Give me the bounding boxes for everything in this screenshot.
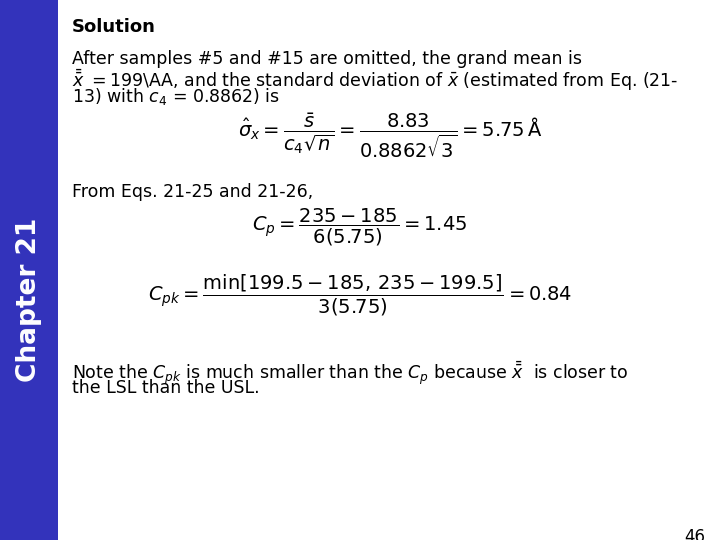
Text: Note the $C_{pk}$ is much smaller than the $C_{p}$ because $\bar{\bar{x}}$  is c: Note the $C_{pk}$ is much smaller than t… — [72, 360, 629, 387]
Text: $C_{p} = \dfrac{235-185}{6(5.75)} = 1.45$: $C_{p} = \dfrac{235-185}{6(5.75)} = 1.45… — [253, 207, 467, 248]
Text: $C_{pk} = \dfrac{\mathrm{min}\left[199.5-185,\,235-199.5\right]}{3(5.75)} = 0.84: $C_{pk} = \dfrac{\mathrm{min}\left[199.5… — [148, 273, 572, 318]
Text: After samples #5 and #15 are omitted, the grand mean is: After samples #5 and #15 are omitted, th… — [72, 50, 582, 68]
Text: From Eqs. 21-25 and 21-26,: From Eqs. 21-25 and 21-26, — [72, 183, 313, 201]
Text: $\hat{\sigma}_{x} = \dfrac{\bar{s}}{c_{4}\sqrt{n}} = \dfrac{8.83}{0.8862\sqrt{3}: $\hat{\sigma}_{x} = \dfrac{\bar{s}}{c_{4… — [238, 112, 542, 160]
Bar — [0, 0, 58, 540]
Text: Chapter 21: Chapter 21 — [16, 218, 42, 382]
Text: 13) with $c_4$ = 0.8862) is: 13) with $c_4$ = 0.8862) is — [72, 86, 280, 107]
Text: 46: 46 — [684, 528, 705, 540]
Text: Solution: Solution — [72, 18, 156, 36]
Text: $\bar{\bar{x}}$ $= 199$\AA, and the standard deviation of $\bar{x}$ (estimated f: $\bar{\bar{x}}$ $= 199$\AA, and the stan… — [72, 68, 678, 93]
Text: the LSL than the USL.: the LSL than the USL. — [72, 379, 260, 397]
